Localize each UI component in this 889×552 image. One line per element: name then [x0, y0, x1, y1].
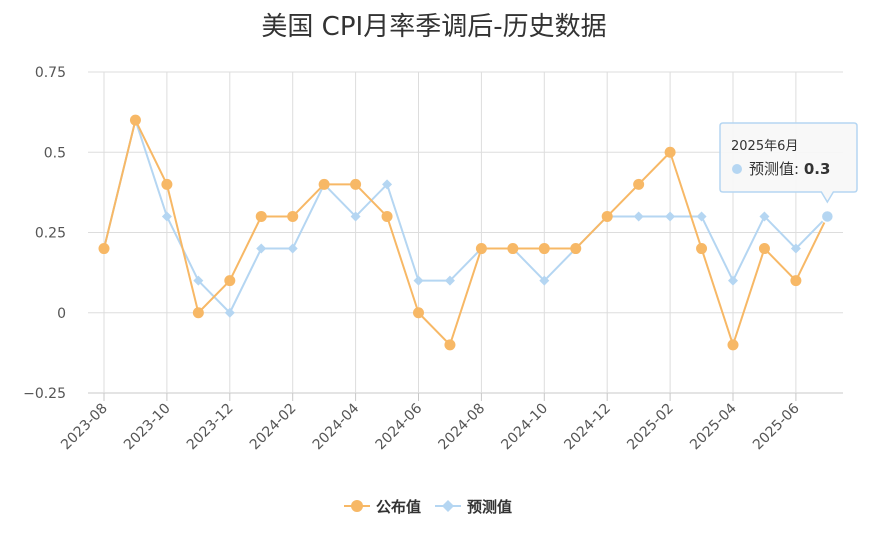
legend: 公布值 预测值	[344, 498, 512, 516]
data-point[interactable]	[224, 275, 236, 287]
data-point[interactable]	[287, 243, 298, 254]
hovered-point[interactable]	[820, 209, 835, 224]
tooltip-title: 2025年6月	[731, 139, 798, 154]
series-lines	[98, 114, 835, 351]
data-point[interactable]	[665, 211, 676, 222]
data-point[interactable]	[381, 210, 393, 222]
data-point[interactable]	[601, 210, 613, 222]
legend-label: 公布值	[376, 498, 421, 516]
x-tick-label: 2024-06	[373, 400, 426, 453]
x-axis-ticks: 2023-08 2023-10 2023-12 2024-02 2024-04 2024-…	[58, 400, 803, 453]
data-point[interactable]	[318, 178, 330, 190]
data-point[interactable]	[129, 114, 141, 126]
tooltip-label: 预测值: 0.3	[749, 160, 830, 178]
legend-item-forecast[interactable]: 预测值	[435, 498, 512, 516]
y-tick-label: 0.5	[44, 145, 66, 161]
x-tick-label: 2023-10	[121, 401, 174, 454]
data-point[interactable]	[224, 307, 235, 318]
data-point[interactable]	[161, 178, 173, 190]
x-tick-label: 2025-04	[687, 400, 740, 453]
data-point[interactable]	[727, 339, 739, 351]
data-point[interactable]	[728, 275, 738, 286]
y-tick-label: 0	[57, 306, 66, 322]
x-tick-label: 2024-12	[561, 401, 614, 454]
chart-title: 美国 CPI月率季调后-历史数据	[261, 12, 606, 42]
data-point[interactable]	[759, 211, 770, 222]
data-point[interactable]	[413, 275, 424, 286]
x-tick-label: 2024-02	[247, 401, 300, 454]
data-point[interactable]	[758, 243, 770, 255]
x-tick-label: 2025-02	[624, 401, 677, 454]
data-point[interactable]	[790, 275, 802, 287]
x-tick-label: 2024-08	[436, 401, 489, 454]
data-point[interactable]	[382, 179, 393, 190]
y-tick-label: 0.25	[35, 226, 66, 242]
y-axis-ticks: 0.75 0.5 0.25 0 −0.25	[23, 65, 66, 402]
x-tick-label: 2024-10	[498, 401, 551, 454]
data-point[interactable]	[255, 210, 267, 222]
data-point[interactable]	[538, 243, 550, 255]
data-point[interactable]	[696, 211, 707, 222]
grid	[88, 71, 843, 401]
series-line	[103, 119, 829, 314]
data-point[interactable]	[633, 178, 645, 190]
x-tick-label: 2025-06	[750, 400, 803, 453]
data-point[interactable]	[256, 243, 267, 254]
y-tick-label: −0.25	[23, 386, 66, 402]
y-tick-label: 0.75	[35, 65, 66, 81]
data-point[interactable]	[696, 243, 708, 255]
data-point[interactable]	[444, 339, 456, 351]
legend-marker	[442, 500, 454, 512]
legend-label: 预测值	[467, 498, 512, 516]
data-point[interactable]	[664, 146, 676, 158]
data-point[interactable]	[444, 275, 455, 286]
data-point[interactable]	[475, 243, 487, 255]
x-tick-label: 2023-08	[58, 401, 111, 454]
data-point[interactable]	[287, 210, 299, 222]
data-point[interactable]	[790, 243, 801, 254]
data-point[interactable]	[570, 243, 582, 255]
tooltip-box	[719, 122, 858, 204]
series-line	[103, 119, 829, 346]
data-point[interactable]	[350, 211, 361, 222]
data-point[interactable]	[98, 243, 110, 255]
tooltip-series-marker	[732, 164, 742, 174]
series-actual	[98, 114, 833, 351]
legend-item-actual[interactable]: 公布值	[344, 498, 421, 516]
data-point[interactable]	[633, 211, 644, 222]
data-point[interactable]	[192, 307, 204, 319]
data-point[interactable]	[193, 275, 204, 286]
data-point[interactable]	[539, 275, 550, 286]
data-point[interactable]	[413, 307, 424, 319]
x-tick-label: 2023-12	[184, 401, 237, 454]
data-point[interactable]	[507, 243, 519, 255]
x-tick-label: 2024-04	[310, 400, 363, 453]
data-point[interactable]	[161, 211, 172, 222]
tooltip-value: 0.3	[804, 160, 831, 178]
data-point[interactable]	[350, 178, 362, 190]
legend-marker	[351, 500, 363, 512]
